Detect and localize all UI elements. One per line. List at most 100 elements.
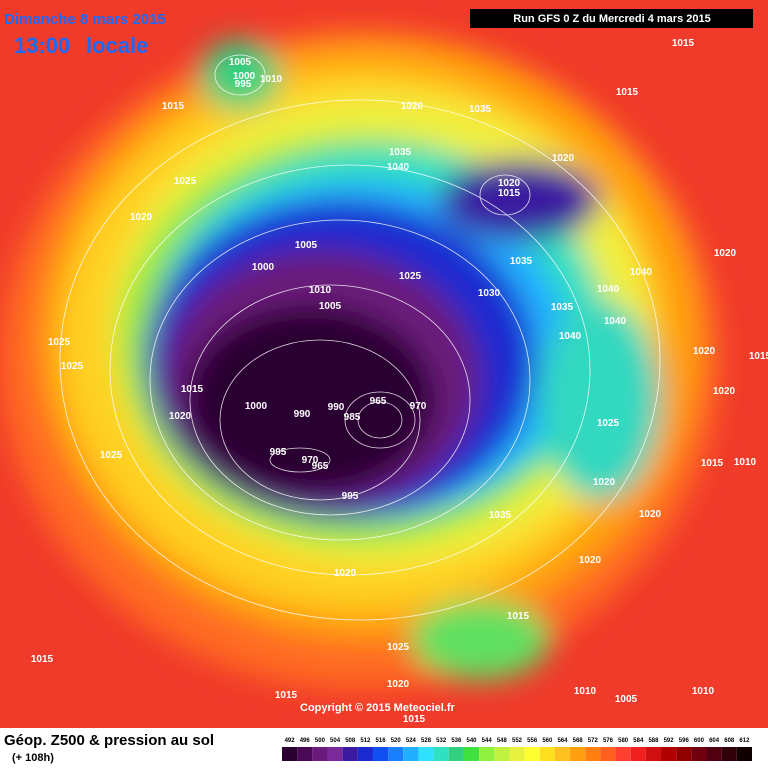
legend-swatch: [661, 747, 677, 761]
legend-swatch: [372, 747, 389, 761]
legend-value: 564: [557, 738, 568, 744]
pressure-label: 1035: [510, 256, 533, 267]
legend-swatch: [539, 747, 555, 761]
legend-value: 572: [588, 738, 599, 744]
pressure-label: 1000: [245, 401, 268, 412]
legend-value: 596: [679, 738, 690, 744]
legend-value: 496: [300, 738, 311, 744]
legend-value: 568: [573, 738, 584, 744]
legend-swatch: [524, 747, 540, 761]
legend-swatch: [645, 747, 662, 761]
pressure-label: 1025: [61, 361, 84, 372]
pressure-label: 1040: [597, 284, 620, 295]
legend-swatch: [479, 747, 495, 761]
date-label: Dimanche 8 mars 2015: [4, 11, 166, 28]
legend-value: 540: [467, 738, 478, 744]
pressure-label: 1025: [399, 271, 422, 282]
pressure-label: 1015: [403, 714, 426, 725]
pressure-label: 1035: [389, 147, 412, 158]
pressure-label: 1040: [559, 331, 582, 342]
legend-value: 608: [724, 738, 735, 744]
pressure-label: 1020: [334, 568, 357, 579]
legend-swatch: [554, 747, 571, 761]
pressure-label: 995: [235, 79, 252, 90]
legend-value: 536: [451, 738, 462, 744]
legend-value: 612: [739, 738, 750, 744]
legend-swatch: [433, 747, 449, 761]
legend-swatch: [706, 747, 722, 761]
legend-value: 604: [709, 738, 720, 744]
pressure-label: 1005: [229, 57, 252, 68]
legend-value: 600: [694, 738, 705, 744]
time-suffix: locale: [86, 33, 148, 58]
pressure-label: 1020: [693, 346, 716, 357]
legend-value: 544: [482, 738, 493, 744]
legend-swatch: [691, 747, 707, 761]
pressure-label: 1020: [130, 212, 153, 223]
legend-swatch: [448, 747, 464, 761]
legend-value: 516: [376, 738, 387, 744]
legend-value: 548: [497, 738, 508, 744]
legend-value: 588: [648, 738, 659, 744]
legend-swatch: [327, 747, 343, 761]
legend-swatch: [463, 747, 480, 761]
pressure-label: 1025: [597, 418, 620, 429]
pressure-label: 1020: [639, 509, 662, 520]
legend-value: 560: [542, 738, 553, 744]
pressure-label: 1035: [551, 302, 574, 313]
pressure-label: 1025: [48, 337, 71, 348]
legend-value: 580: [618, 738, 629, 744]
pressure-label: 1020: [713, 386, 736, 397]
geopotential-field: [0, 30, 720, 690]
legend-swatch: [736, 747, 752, 761]
legend-value: 520: [391, 738, 402, 744]
pressure-label: 1010: [574, 686, 597, 697]
legend-swatch: [509, 747, 525, 761]
forecast-lead: (+ 108h): [12, 752, 54, 764]
pressure-label: 1030: [478, 288, 501, 299]
pressure-label: 1000: [252, 262, 275, 273]
pressure-label: 1015: [181, 384, 204, 395]
pressure-label: 1020: [498, 178, 521, 189]
legend-swatch: [357, 747, 373, 761]
legend-value: 556: [527, 738, 538, 744]
copyright: Copyright © 2015 Meteociel.fr: [300, 702, 456, 714]
pressure-label: 1015: [31, 654, 54, 665]
pressure-label: 1010: [260, 74, 283, 85]
pressure-label: 965: [370, 396, 387, 407]
pressure-label: 1035: [489, 510, 512, 521]
legend-swatch: [282, 747, 298, 761]
legend-swatch: [600, 747, 616, 761]
legend-swatch: [418, 747, 434, 761]
pressure-label: 995: [342, 491, 359, 502]
legend-swatch: [630, 747, 646, 761]
isobars: [59, 54, 661, 621]
legend-swatch: [494, 747, 510, 761]
pressure-label: 1040: [387, 162, 410, 173]
pressure-label: 1020: [169, 411, 192, 422]
pressure-label: 985: [344, 412, 361, 423]
pressure-label: 1015: [275, 690, 298, 701]
legend-swatch: [312, 747, 328, 761]
pressure-label: 1005: [615, 694, 638, 705]
legend-swatch: [342, 747, 358, 761]
legend-value: 532: [436, 738, 447, 744]
pressure-label: 1040: [604, 316, 627, 327]
legend-value: 592: [664, 738, 675, 744]
legend-swatch: [615, 747, 631, 761]
pressure-label: 1025: [387, 642, 410, 653]
pressure-label: 1020: [593, 477, 616, 488]
color-legend: 492 496 500 504 508 512 516 520 524 528 532 536 540 5…: [282, 738, 752, 761]
legend-swatch: [585, 747, 601, 761]
legend-swatch: [676, 747, 692, 761]
pressure-label: 1015: [701, 458, 724, 469]
pressure-label: 1010: [734, 457, 757, 468]
pressure-label: 1025: [100, 450, 123, 461]
pressure-label: 1015: [498, 188, 521, 199]
legend-value: 508: [345, 738, 356, 744]
legend-value: 500: [315, 738, 326, 744]
legend-value: 528: [421, 738, 432, 744]
legend-value: 576: [603, 738, 614, 744]
